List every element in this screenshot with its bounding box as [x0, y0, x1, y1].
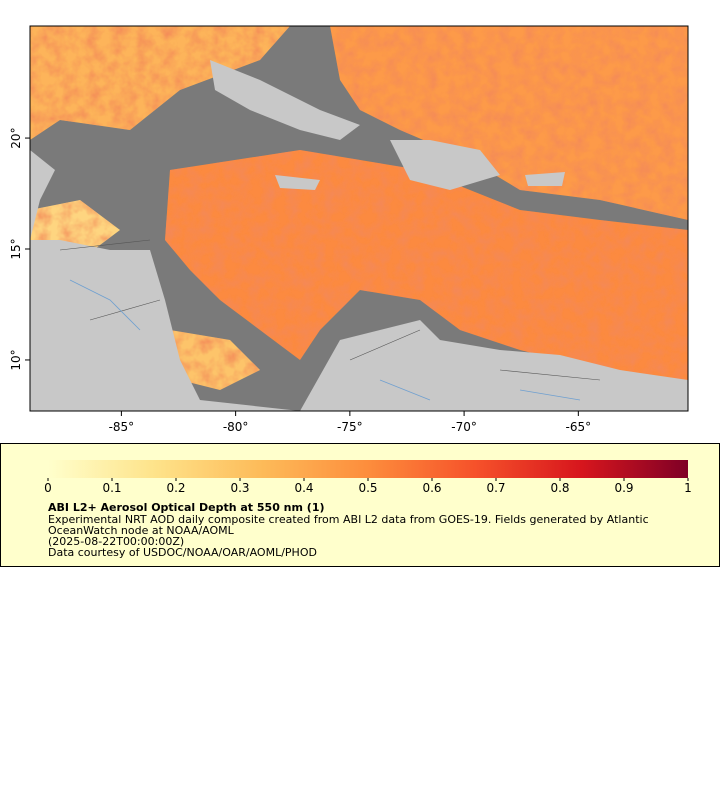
colorbar	[48, 460, 688, 478]
y-tick-label: 15°	[9, 238, 23, 259]
map-image	[30, 26, 688, 411]
legend-line: Data courtesy of USDOC/NOAA/OAR/AOML/PHO…	[48, 546, 317, 559]
x-tick-label: -85°	[109, 420, 135, 434]
colorbar-tick-label: 0.6	[422, 481, 441, 495]
y-tick-label: 10°	[9, 349, 23, 370]
colorbar-tick-label: 0.4	[294, 481, 313, 495]
legend-title: ABI L2+ Aerosol Optical Depth at 550 nm …	[48, 501, 325, 514]
colorbar-tick-label: 0	[44, 481, 52, 495]
colorbar-tick-label: 0.9	[614, 481, 633, 495]
colorbar-tick-label: 0.2	[166, 481, 185, 495]
x-tick-label: -80°	[223, 420, 249, 434]
colorbar-tick-label: 1	[684, 481, 692, 495]
map-frame	[29, 25, 689, 412]
y-tick-label: 20°	[9, 127, 23, 148]
x-tick-label: -65°	[566, 420, 592, 434]
legend-line: (2025-08-22T00:00:00Z)	[48, 535, 184, 548]
colorbar-tick-label: 0.1	[102, 481, 121, 495]
colorbar-tick-label: 0.7	[486, 481, 505, 495]
colorbar-tick-label: 0.5	[358, 481, 377, 495]
legend-line: Experimental NRT AOD daily composite cre…	[48, 513, 649, 526]
colorbar-tick-label: 0.3	[230, 481, 249, 495]
x-tick-label: -75°	[337, 420, 363, 434]
colorbar-tick-label: 0.8	[550, 481, 569, 495]
x-tick-label: -70°	[451, 420, 477, 434]
legend-line: OceanWatch node at NOAA/AOML	[48, 524, 235, 537]
